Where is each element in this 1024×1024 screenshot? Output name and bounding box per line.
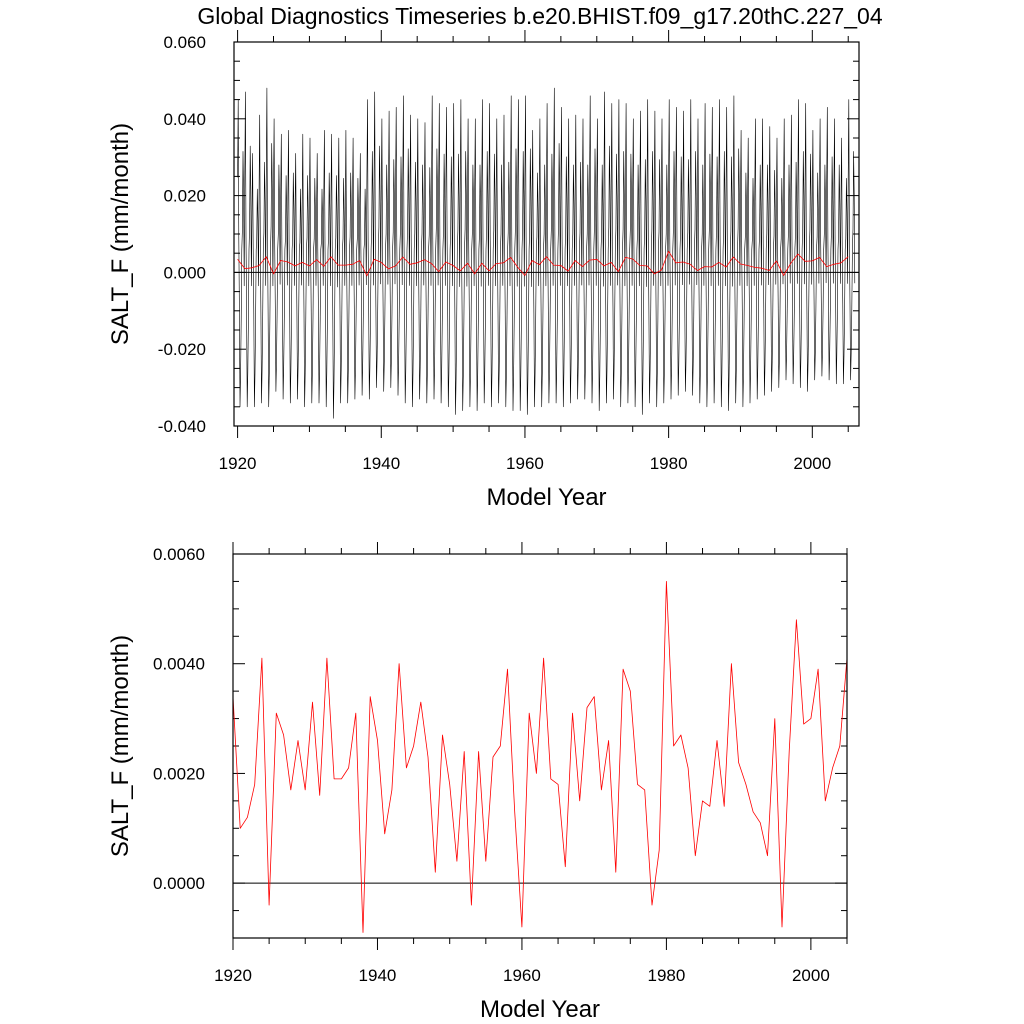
series-line-annual	[237, 250, 849, 277]
y-tick-label: 0.000	[163, 263, 206, 282]
series-line-monthly	[237, 87, 856, 419]
bottom-panel-series	[232, 581, 848, 933]
series-line-annual	[232, 581, 848, 933]
bottom-panel-x-tick-labels: 1920 1940 1960 1980 2000	[214, 966, 830, 985]
x-tick-label: 1960	[503, 966, 541, 985]
figure-title: Global Diagnostics Timeseries b.e20.BHIS…	[197, 3, 883, 29]
x-tick-label: 1940	[359, 966, 397, 985]
y-tick-label: 0.0060	[153, 545, 205, 564]
top-panel-frame	[233, 41, 860, 427]
bottom-panel-x-axis-label: Model Year	[480, 996, 600, 1023]
y-tick-label: 0.060	[163, 33, 206, 52]
top-panel-y-tick-labels: -0.040 -0.020 0.000 0.020 0.040 0.060	[158, 33, 206, 436]
bottom-panel-ticks	[232, 542, 848, 950]
x-tick-label: 1920	[219, 454, 257, 473]
y-tick-label: 0.0040	[153, 655, 205, 674]
y-tick-label: 0.040	[163, 110, 206, 129]
top-panel-x-axis-label: Model Year	[486, 484, 606, 511]
y-tick-label: 0.0000	[153, 874, 205, 893]
bottom-panel: 0.0000 0.0020 0.0040 0.0060 1920 1940 1960 198…	[107, 542, 848, 1023]
top-panel-y-axis-label: SALT_F (mm/month)	[107, 123, 134, 345]
x-tick-label: 1920	[214, 966, 252, 985]
x-tick-label: 1980	[647, 966, 685, 985]
y-tick-label: 0.020	[163, 187, 206, 206]
x-tick-label: 1960	[506, 454, 544, 473]
bottom-panel-y-tick-labels: 0.0000 0.0020 0.0040 0.0060	[153, 545, 205, 893]
y-tick-label: 0.0020	[153, 764, 205, 783]
bottom-panel-frame	[232, 553, 848, 939]
top-panel: -0.040 -0.020 0.000 0.020 0.040 0.060 1920 194…	[107, 30, 860, 511]
top-panel-series	[237, 87, 856, 419]
bottom-panel-y-axis-label: SALT_F (mm/month)	[107, 635, 134, 857]
top-panel-x-tick-labels: 1920 1940 1960 1980 2000	[219, 454, 832, 473]
x-tick-label: 2000	[793, 454, 831, 473]
x-tick-label: 2000	[792, 966, 830, 985]
top-panel-ticks	[234, 30, 859, 438]
y-tick-label: -0.020	[158, 340, 206, 359]
x-tick-label: 1940	[362, 454, 400, 473]
x-tick-label: 1980	[650, 454, 688, 473]
y-tick-label: -0.040	[158, 417, 206, 436]
